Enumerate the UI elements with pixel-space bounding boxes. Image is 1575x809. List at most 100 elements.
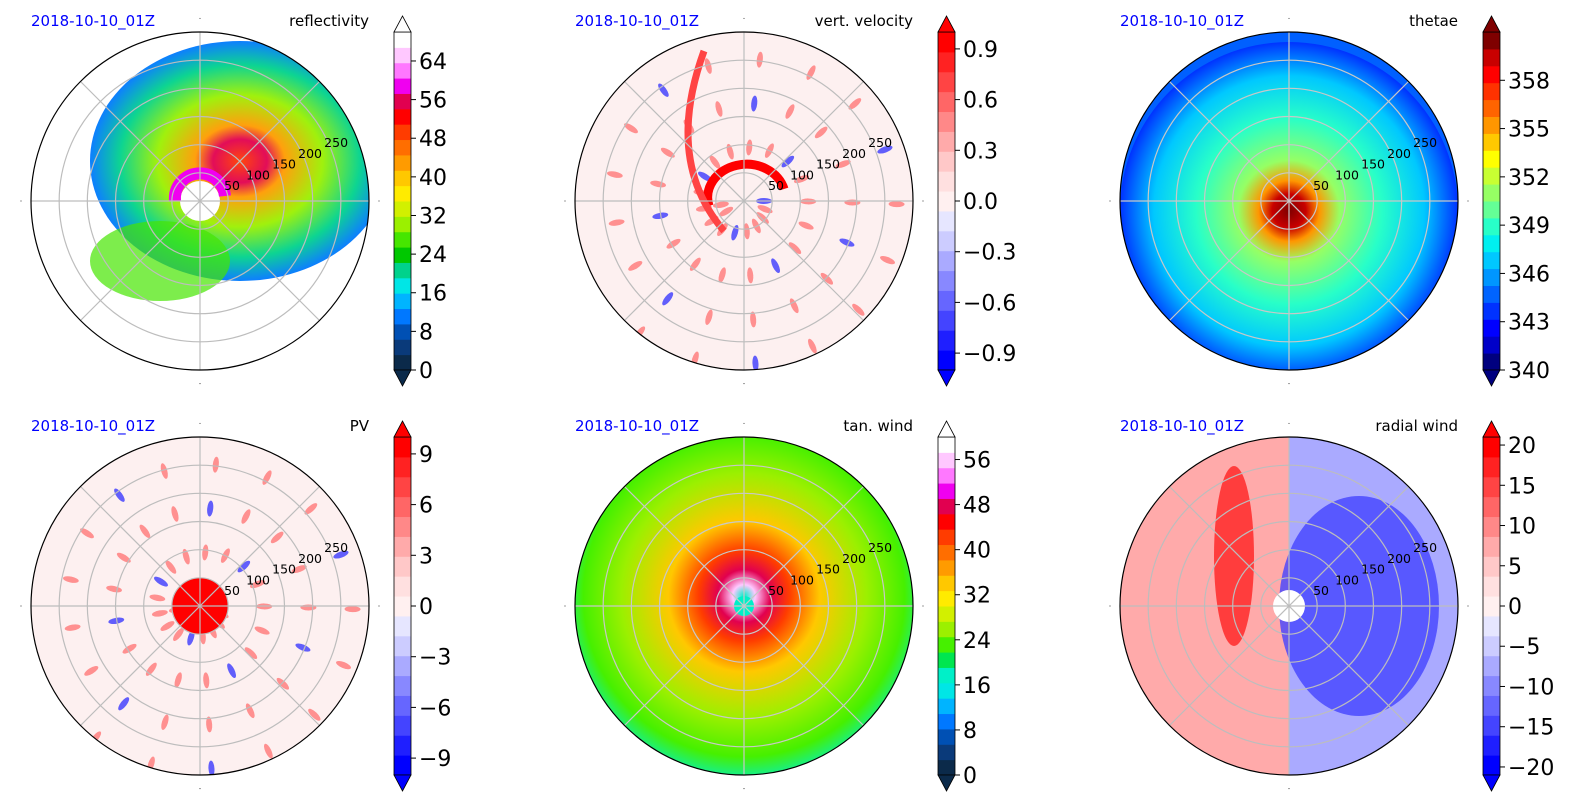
colorbar-tick-label: 48 (419, 127, 447, 152)
field-cell (788, 242, 802, 255)
polar-grid (1120, 437, 1458, 775)
radial-tick-label: 200 (1387, 146, 1411, 161)
colorbar-segment (1483, 675, 1500, 696)
polar-axis-outline (574, 31, 914, 371)
field-cell (174, 672, 182, 688)
colorbar-segment (938, 621, 955, 638)
inflow-core (1214, 466, 1254, 646)
field-cell (756, 212, 769, 224)
axis-tick-dot (922, 200, 924, 202)
colorbar-segment (938, 270, 955, 291)
field-cell (182, 548, 190, 565)
polar-axis-outline (574, 436, 914, 776)
updraft-ring (703, 159, 789, 208)
axis-tick-dot (743, 382, 745, 385)
colorbar-segment (938, 230, 955, 252)
axis-tick-dot (1467, 605, 1469, 607)
colorbar-tick-label: 0 (1508, 595, 1522, 620)
colorbar-extend-min (393, 369, 412, 387)
azimuth-line (1169, 81, 1409, 321)
colorbar-segment (1483, 635, 1500, 657)
radial-tick-label: 50 (224, 178, 240, 193)
colorbar-tick-label: 346 (1508, 262, 1550, 287)
colorbar-segment (938, 71, 955, 93)
colorbar-segment (394, 308, 411, 325)
colorbar-segment (1483, 65, 1500, 84)
field-cell (241, 509, 251, 524)
colorbar-tick-label: 349 (1508, 214, 1550, 239)
field-cell (660, 147, 675, 158)
colorbar-segment (938, 544, 955, 561)
colorbar-extend-max (393, 420, 412, 438)
colorbar-segment (1483, 268, 1500, 286)
colorbar-tick-label: −3 (419, 646, 451, 671)
colorbar-segment (394, 695, 411, 716)
colorbar-segment (394, 78, 411, 94)
colorbar-segment (394, 437, 411, 458)
outer-band (90, 221, 230, 301)
field-cell (877, 145, 893, 154)
colorbar-segment (938, 667, 955, 684)
colorbar-segment (938, 559, 955, 576)
axis-tick-dot (199, 422, 201, 425)
field-cell (757, 205, 773, 214)
azimuth-line (624, 486, 864, 726)
field-cell (814, 126, 828, 139)
field-cell (264, 743, 273, 759)
colorbar-segment (394, 635, 411, 657)
field-cell (628, 261, 643, 271)
colorbar-extend-min (393, 774, 412, 792)
radial-tick-label: 50 (768, 178, 784, 193)
colorbar-tick-label: 0 (963, 764, 977, 789)
colorbar-tick-label: 16 (419, 282, 447, 307)
colorbar-segment (938, 452, 955, 469)
colorbar-segment (938, 210, 955, 232)
field-cell (227, 663, 236, 679)
panel-title: PV (350, 417, 370, 435)
radial-tick-label: 150 (816, 562, 840, 577)
colorbar-tick-label: −10 (1508, 675, 1554, 700)
colorbar-segment (394, 93, 411, 110)
polar-grid (575, 437, 913, 775)
colorbar: −9 −6 −3 0 3 6 9 (393, 420, 451, 792)
field-cell (666, 238, 681, 249)
colorbar-tick-label: 16 (963, 674, 991, 699)
colorbar-segment (938, 652, 955, 668)
radial-tick-label: 100 (1335, 572, 1359, 587)
colorbar-extend-min (937, 774, 956, 792)
colorbar-tick-label: 0 (419, 359, 433, 384)
field-cell (698, 171, 712, 182)
panel-title: vert. velocity (815, 12, 913, 30)
colorbar-segment (1483, 476, 1500, 498)
colorbar: −20 −15 −10 −5 0 5 10 15 20 (1482, 420, 1554, 792)
radial-tick-label: 150 (272, 562, 296, 577)
colorbar-tick-label: 0.3 (963, 139, 998, 164)
colorbar-extend-max (1482, 420, 1501, 438)
colorbar-tick-label: 64 (419, 50, 447, 75)
field-cell (244, 647, 258, 660)
colorbar-segment (394, 247, 411, 263)
field-cell (333, 550, 349, 559)
colorbar-segment (1483, 234, 1500, 253)
colorbar-segment (1483, 184, 1500, 202)
colorbar-segment (938, 483, 955, 499)
colorbar-segment (938, 437, 955, 453)
radial-tick-label: 200 (298, 551, 322, 566)
colorbar-segment (1483, 319, 1500, 337)
colorbar-segment (938, 467, 955, 484)
axis-tick-dot (743, 422, 745, 425)
axis-tick-dot (1467, 200, 1469, 202)
field-cell (718, 267, 726, 283)
polar-grid (31, 437, 369, 775)
field-cell (624, 123, 638, 134)
colorbar-segment (1483, 655, 1500, 677)
colorbar-segment (394, 216, 411, 233)
colorbar-segment (394, 715, 411, 736)
colorbar-tick-label: 32 (963, 584, 991, 609)
colorbar-tick-label: 9 (419, 443, 433, 468)
colorbar-segment (394, 735, 411, 756)
colorbar-segment (394, 655, 411, 677)
